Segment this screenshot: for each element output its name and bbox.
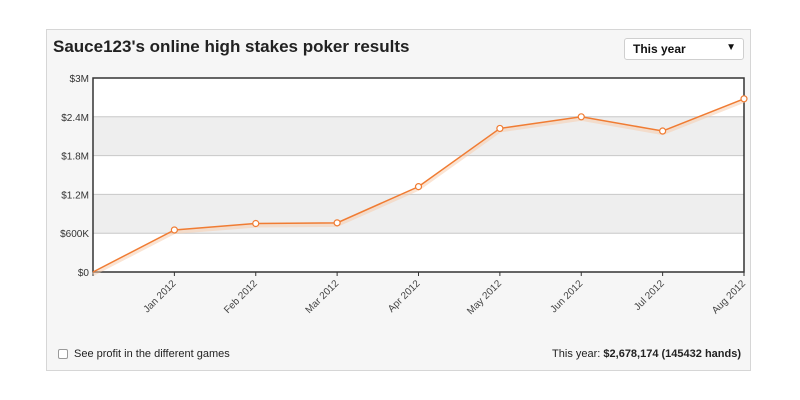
grid-band xyxy=(93,194,744,234)
data-point xyxy=(496,124,504,133)
data-point xyxy=(170,226,178,234)
x-tick-label: Jul 2012 xyxy=(632,278,667,313)
plot-area xyxy=(93,78,744,272)
games-checkbox[interactable] xyxy=(58,349,68,359)
data-point xyxy=(333,219,341,227)
y-tick-label: $2.4M xyxy=(61,113,89,124)
x-tick-label: May 2012 xyxy=(465,278,504,317)
period-select-value: This year xyxy=(633,42,686,56)
period-select[interactable]: This year ▼ xyxy=(624,38,744,60)
x-tick-label: Apr 2012 xyxy=(386,278,423,315)
chart: $0 $600K $1.2M $1.8M $2.4M $3M Jan 2012 Feb 201… xyxy=(60,74,748,317)
x-tick-label: Aug 2012 xyxy=(710,278,748,316)
y-tick-label: $1.8M xyxy=(61,152,89,163)
games-toggle-label: See profit in the different games xyxy=(74,348,230,360)
data-point xyxy=(659,127,667,135)
x-tick-label: Feb 2012 xyxy=(222,278,260,316)
y-tick-label: $1.2M xyxy=(61,190,89,201)
summary-value: $2,678,174 (145432 hands) xyxy=(603,348,741,360)
x-tick-label: Mar 2012 xyxy=(304,278,342,316)
results-panel: Sauce123's online high stakes poker resu… xyxy=(46,29,751,371)
grid-band xyxy=(93,116,744,156)
y-tick-label: $0 xyxy=(78,268,90,279)
data-point xyxy=(414,183,423,191)
x-tick-label: Jan 2012 xyxy=(142,278,179,315)
summary-label: This year: xyxy=(552,348,601,360)
data-point xyxy=(740,95,748,103)
chart-title: Sauce123's online high stakes poker resu… xyxy=(53,37,410,56)
y-tick-label: $3M xyxy=(70,74,89,85)
y-tick-label: $600K xyxy=(60,229,89,240)
data-point xyxy=(577,113,585,121)
x-tick-label: Jun 2012 xyxy=(548,278,585,315)
summary: This year: $2,678,174 (145432 hands) xyxy=(552,348,741,360)
games-toggle[interactable]: See profit in the different games xyxy=(58,348,230,360)
data-point xyxy=(252,219,260,228)
caret-down-icon: ▼ xyxy=(726,42,736,53)
